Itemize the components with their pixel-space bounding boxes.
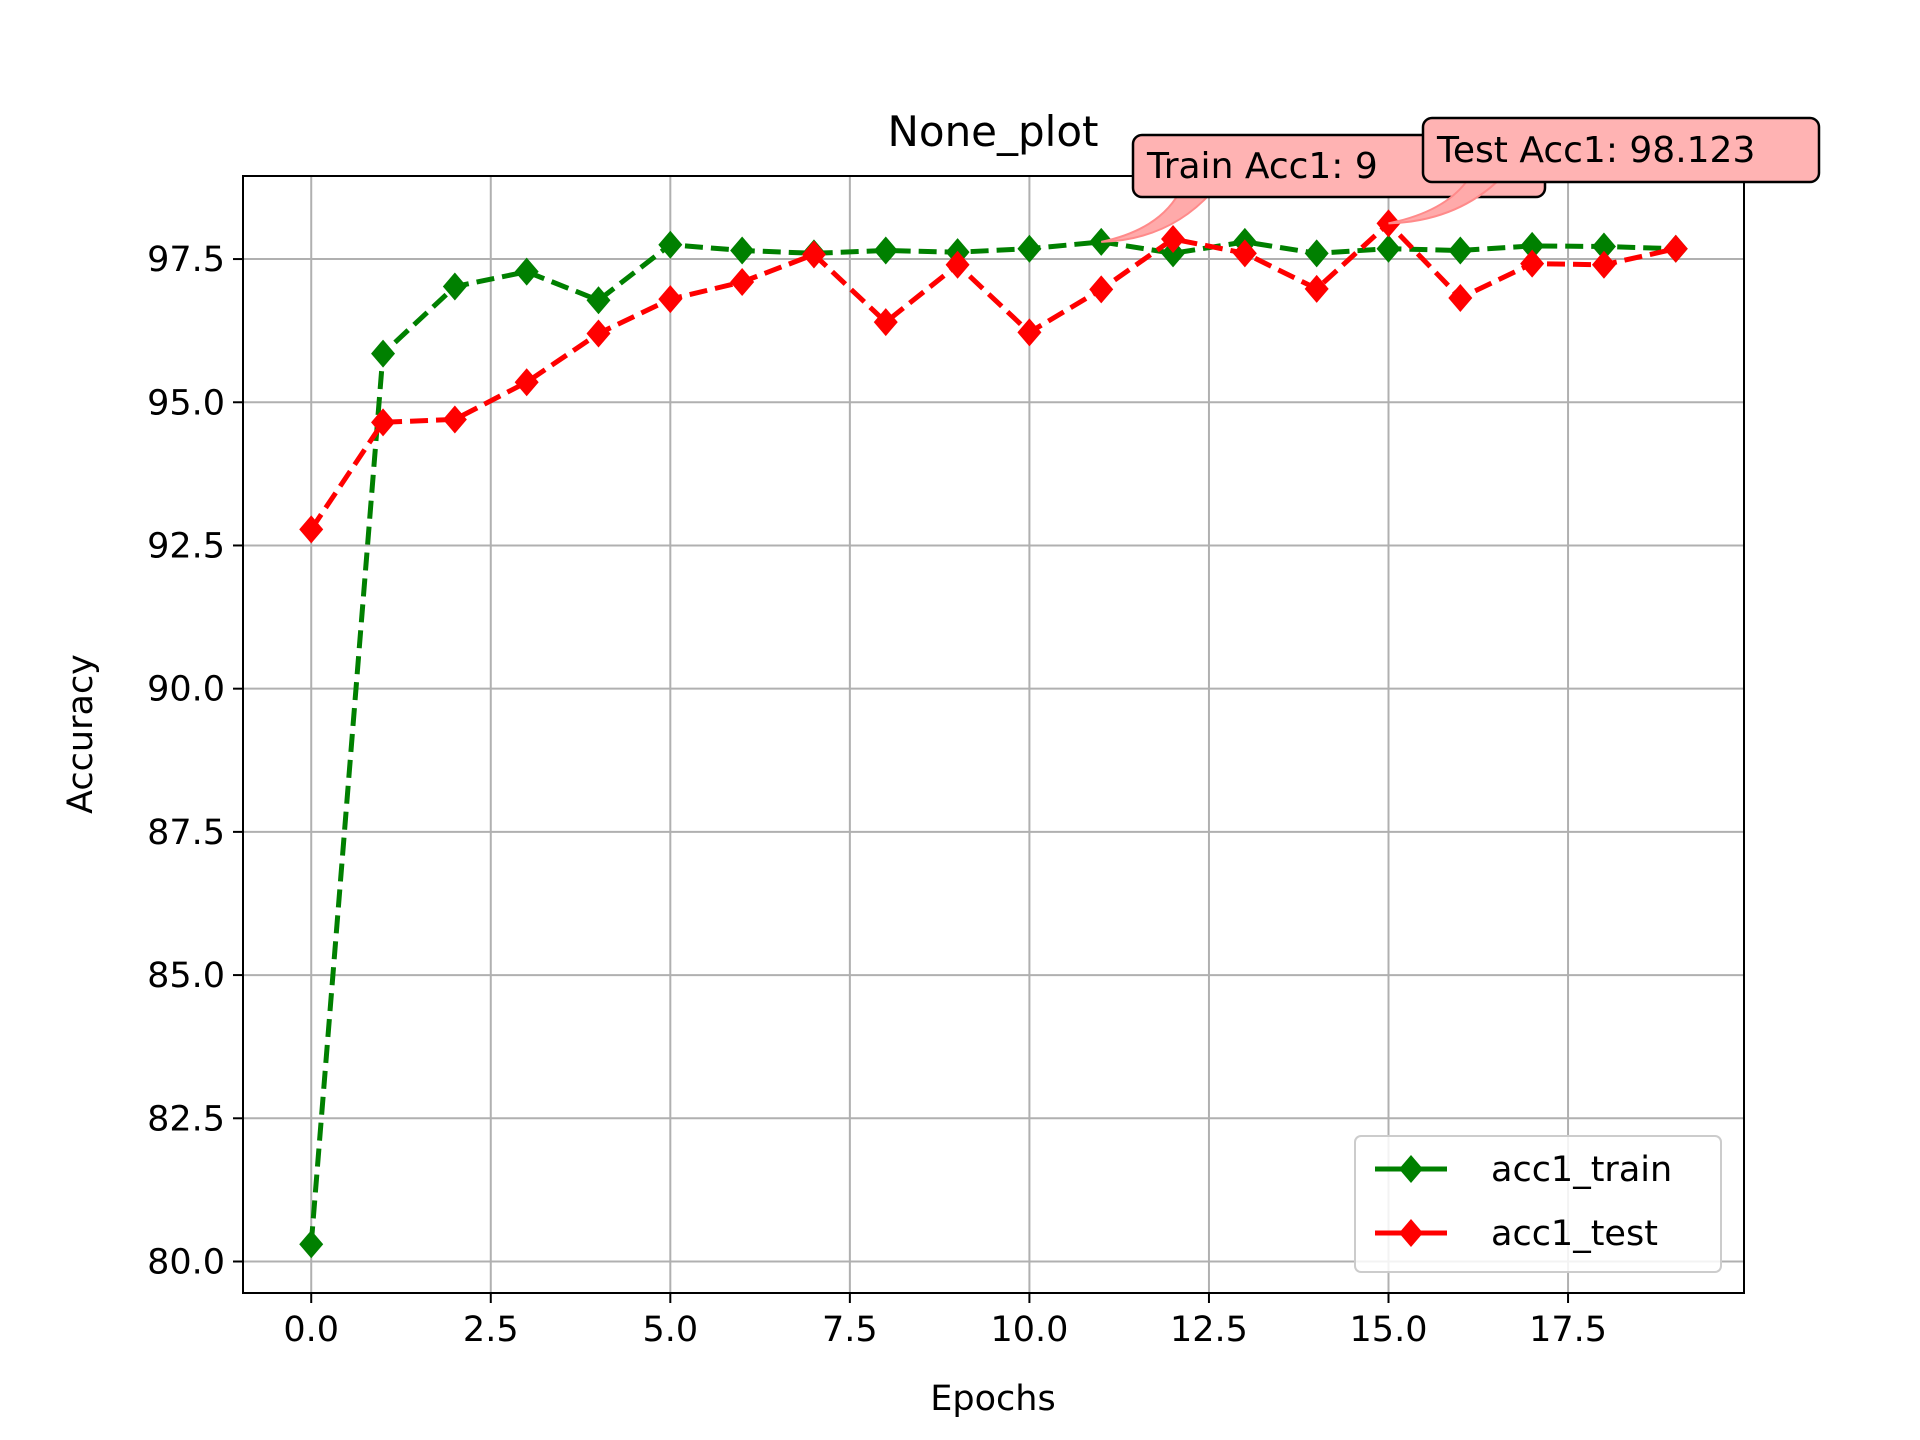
x-tick-label: 2.5 [463,1310,519,1350]
y-tick-label: 82.5 [147,1099,225,1139]
data-point-acc1-test [873,308,898,337]
data-point-acc1-test [1304,274,1329,303]
x-tick-label: 10.0 [990,1310,1068,1350]
legend-label-acc1-train: acc1_train [1491,1150,1672,1190]
y-tick-label: 92.5 [147,526,225,566]
data-point-acc1-test [1017,318,1042,347]
data-point-acc1-train [1448,236,1473,265]
legend-marker-acc1-train [1399,1155,1423,1183]
x-tick-label: 12.5 [1170,1310,1248,1350]
data-point-acc1-test [299,515,324,544]
data-point-acc1-train [1161,239,1186,268]
data-point-acc1-train [730,236,755,265]
y-axis-label: Accuracy [61,654,101,814]
y-tick-label: 80.0 [147,1242,225,1282]
data-point-acc1-test [730,267,755,296]
legend-marker-acc1-test [1399,1219,1423,1247]
x-axis-ticks: 0.0 2.5 5.0 7.5 10.0 12.5 15.0 17.5 [283,1293,1607,1350]
y-tick-label: 90.0 [147,670,225,710]
data-point-acc1-train [371,339,396,368]
data-point-acc1-test [945,250,970,279]
series-line-acc1-test [309,220,1677,531]
data-point-acc1-train [658,230,683,259]
annotation-label: Train Acc1: 9 [1146,146,1378,187]
chart-title: None_plot [887,107,1098,156]
x-tick-label: 15.0 [1350,1310,1428,1350]
x-tick-label: 7.5 [822,1310,878,1350]
data-point-acc1-train [442,272,467,301]
plot-frame [242,175,1745,1294]
data-point-acc1-test [658,285,683,314]
data-point-acc1-test [1232,239,1257,268]
data-point-acc1-train [1520,231,1545,260]
y-tick-label: 85.0 [147,956,225,996]
data-point-acc1-test [514,368,539,397]
legend-label-acc1-test: acc1_test [1491,1214,1658,1254]
data-point-acc1-test [1448,284,1473,313]
y-tick-label: 95.0 [147,383,225,423]
legend: acc1_train acc1_test [1354,1135,1722,1273]
annotations-layer: Train Acc1: 9 Test Acc1: 98.123 [1101,116,1821,243]
series-line-acc1-train [308,239,1676,1245]
data-point-acc1-train [1376,234,1401,263]
data-point-acc1-test [371,408,396,437]
data-point-acc1-test [1520,249,1545,278]
y-axis-ticks: 80.0 82.5 85.0 87.5 90.0 92.5 95.0 97.5 [147,240,243,1282]
x-tick-label: 0.0 [283,1310,339,1350]
x-tick-label: 17.5 [1529,1310,1607,1350]
grid-lines [243,176,1744,1293]
data-point-acc1-train [873,236,898,265]
series-layer [299,209,1688,1259]
data-point-acc1-test [1089,275,1114,304]
data-point-acc1-train [586,286,611,315]
data-point-acc1-test [1591,250,1616,279]
data-point-acc1-test [586,319,611,348]
data-point-acc1-test [1663,234,1688,263]
annotation-label: Test Acc1: 98.123 [1436,130,1755,171]
data-point-acc1-train [299,1230,324,1259]
data-point-acc1-test [442,405,467,434]
x-tick-label: 5.0 [642,1310,698,1350]
data-point-acc1-train [514,257,539,286]
y-tick-label: 87.5 [147,813,225,853]
y-tick-label: 97.5 [147,240,225,280]
data-point-acc1-train [1591,232,1616,261]
annotation-box [1421,116,1821,184]
data-point-acc1-train [1017,234,1042,263]
x-axis-label: Epochs [930,1379,1055,1419]
data-point-acc1-train [1304,239,1329,268]
data-point-acc1-test [801,240,826,269]
data-point-acc1-test [1161,225,1186,254]
